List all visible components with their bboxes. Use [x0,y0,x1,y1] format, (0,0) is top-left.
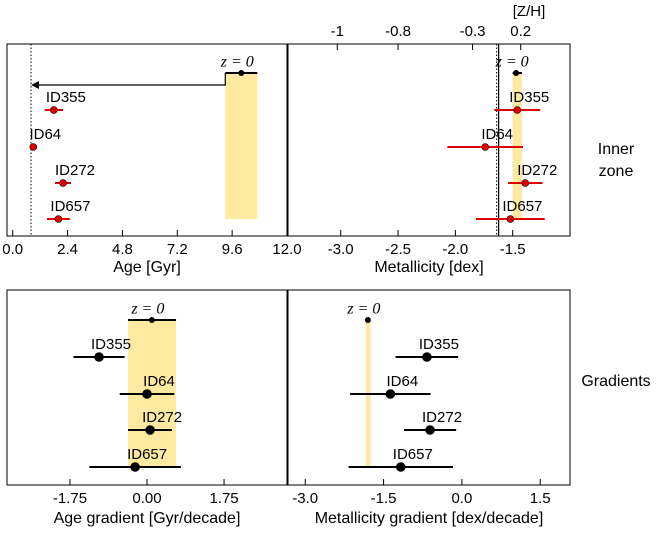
point [145,425,155,435]
x-tick-label: 1.5 [530,490,551,507]
x2-tick-label: -0.8 [385,23,411,40]
x-tick-label: 0.0 [451,490,472,507]
x-tick-label: -1.5 [500,241,526,258]
x-tick-label: -3.0 [328,241,354,258]
x2-tick-label: 0.2 [510,23,531,40]
reference-label: z = 0 [130,301,164,318]
point [130,462,140,472]
row-label: zone [599,163,634,180]
point [142,389,152,399]
x-axis-label: Metallicity [dex] [374,259,483,276]
x2-axis-label: [Z/H] [513,3,546,20]
x-axis-label: Age gradient [Gyr/decade] [54,510,241,527]
point-label: ID355 [419,336,459,353]
point-label: ID64 [29,126,61,143]
point [29,143,38,151]
point [425,425,435,435]
point-label: ID64 [143,373,175,390]
x-tick-label: 0.00 [132,490,161,507]
point-label: ID657 [127,446,167,463]
point-label: ID272 [142,409,182,426]
x-tick-label: -3.0 [292,490,318,507]
x-tick-label: -2.5 [385,241,411,258]
point [521,179,530,187]
reference-point [513,70,520,76]
reference-label: z = 0 [346,301,380,318]
panel-frame [287,43,571,237]
point [422,352,432,362]
reference-point [148,317,155,323]
row-label: Gradients [581,373,650,390]
x-axis-label: Age [Gyr] [113,259,181,276]
x-tick-label: -1.5 [371,490,397,507]
reference-label: z = 0 [495,54,529,71]
point-label: ID272 [517,162,557,179]
x-tick-label: -1.75 [53,490,87,507]
point [513,106,522,114]
point-label: ID355 [46,89,86,106]
point-label: ID64 [387,373,419,390]
point-label: ID272 [55,162,95,179]
x-tick-label: 7.2 [167,241,188,258]
reference-point [364,317,371,323]
reference-point [238,70,245,76]
panel-frame [6,43,288,237]
reference-band [225,73,258,219]
x-tick-label: 2.4 [57,241,78,258]
point [94,352,104,362]
reference-label: z = 0 [220,54,254,71]
x-tick-label: 12.0 [272,241,301,258]
point-label: ID355 [509,89,549,106]
point [481,143,489,151]
point [395,462,406,472]
x2-tick-label: -1 [331,23,344,40]
x-tick-label: 1.75 [209,490,238,507]
point-label: ID657 [50,198,90,215]
point-label: ID64 [481,126,513,143]
x-tick-label: -2.0 [442,241,468,258]
point [385,389,396,399]
x-tick-label: 9.6 [222,241,243,258]
panel-frame [287,289,571,486]
x-tick-label: 0.0 [2,241,23,258]
point-label: ID272 [422,409,462,426]
point-label: ID657 [393,446,433,463]
point [54,215,63,223]
point [59,179,67,187]
arrow-head [31,81,39,89]
point-label: ID657 [502,198,542,215]
row-label: Inner [598,141,635,158]
arrow [35,73,226,86]
point-label: ID355 [91,336,131,353]
x-tick-label: 4.8 [112,241,133,258]
x2-tick-label: -0.3 [460,23,486,40]
point [50,106,58,114]
x-axis-label: Metallicity gradient [dex/decade] [315,510,544,527]
point [506,215,515,223]
